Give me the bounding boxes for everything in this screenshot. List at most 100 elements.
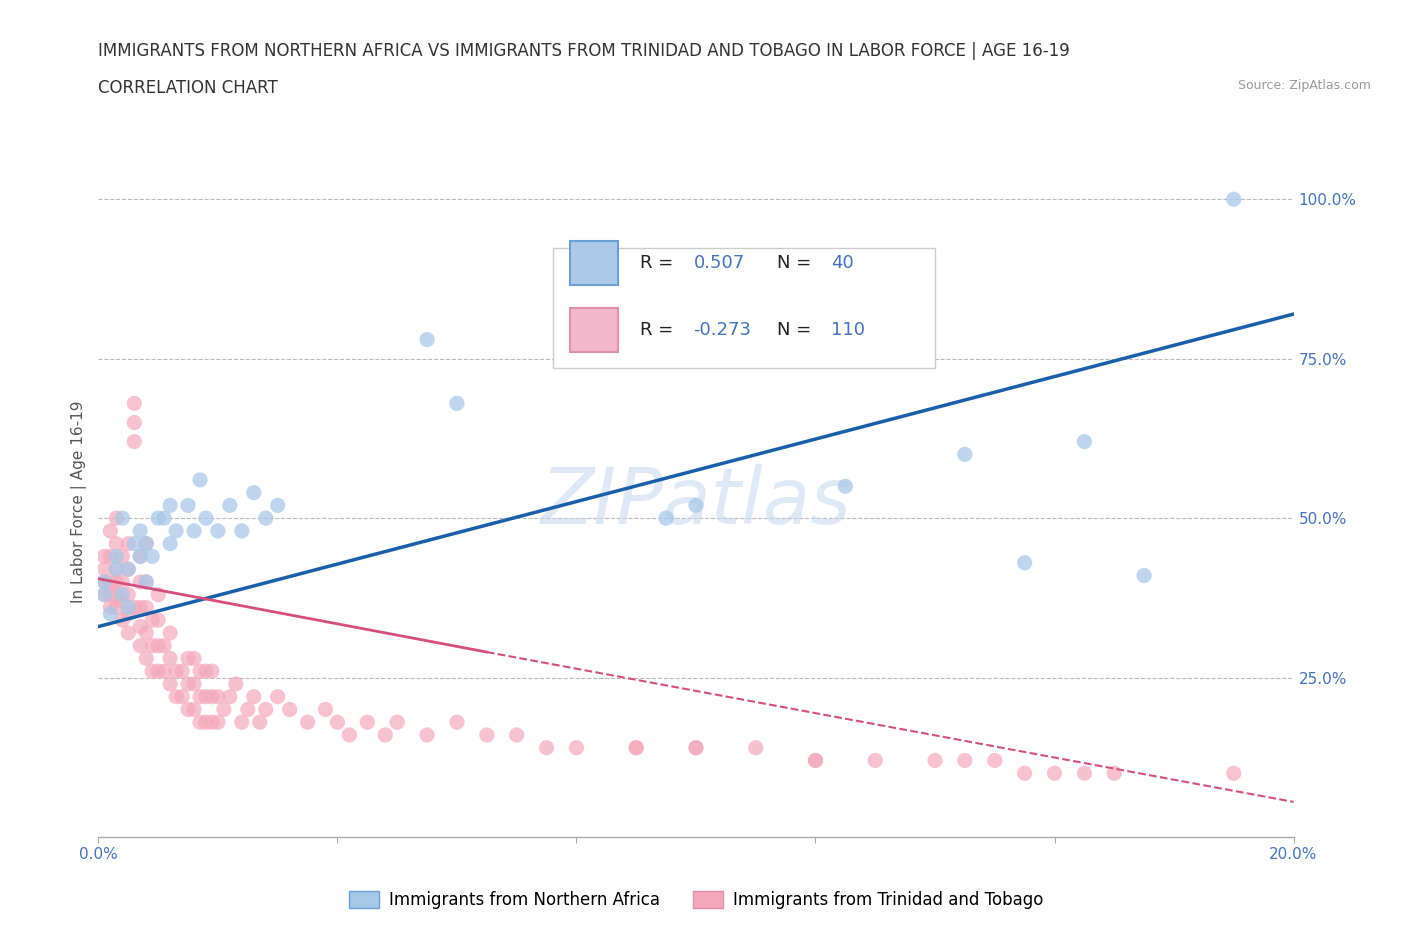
Point — [236, 702, 259, 717]
Point — [834, 479, 856, 494]
Point — [804, 753, 827, 768]
Point — [207, 715, 229, 730]
Point — [135, 651, 157, 666]
Point — [475, 727, 498, 742]
FancyBboxPatch shape — [571, 241, 619, 285]
Point — [98, 587, 122, 602]
Point — [111, 587, 134, 602]
Point — [446, 715, 468, 730]
Point — [159, 626, 181, 641]
Point — [111, 613, 134, 628]
Point — [98, 524, 122, 538]
Point — [172, 664, 194, 679]
Point — [231, 715, 253, 730]
Point — [93, 587, 115, 602]
Text: R =: R = — [640, 254, 679, 272]
Point — [315, 702, 337, 717]
Point — [105, 549, 128, 564]
Point — [105, 511, 128, 525]
Point — [129, 638, 152, 653]
Point — [111, 575, 134, 590]
Point — [117, 606, 139, 621]
Point — [117, 587, 139, 602]
Text: 40: 40 — [831, 254, 853, 272]
Point — [506, 727, 529, 742]
Point — [374, 727, 396, 742]
Point — [953, 753, 976, 768]
Point — [129, 575, 152, 590]
Point — [225, 676, 247, 691]
Text: Source: ZipAtlas.com: Source: ZipAtlas.com — [1237, 79, 1371, 92]
Point — [135, 626, 157, 641]
Point — [129, 600, 152, 615]
Point — [129, 619, 152, 634]
Point — [804, 753, 827, 768]
Point — [177, 676, 200, 691]
Point — [141, 613, 163, 628]
Point — [153, 664, 176, 679]
Point — [93, 562, 115, 577]
Point — [105, 587, 128, 602]
Point — [129, 549, 152, 564]
Point — [148, 587, 170, 602]
Point — [153, 511, 176, 525]
Point — [117, 600, 139, 615]
Point — [685, 740, 707, 755]
Point — [93, 575, 115, 590]
Point — [446, 396, 468, 411]
Point — [111, 549, 134, 564]
Point — [105, 562, 128, 577]
Point — [953, 447, 976, 462]
Point — [924, 753, 946, 768]
Point — [124, 600, 146, 615]
Point — [297, 715, 319, 730]
Point — [141, 638, 163, 653]
Point — [117, 626, 139, 641]
Point — [105, 562, 128, 577]
Point — [1133, 568, 1156, 583]
Point — [148, 638, 170, 653]
Point — [183, 702, 205, 717]
Point — [416, 332, 439, 347]
Point — [1043, 765, 1066, 780]
Point — [117, 562, 139, 577]
FancyBboxPatch shape — [571, 308, 619, 352]
Point — [254, 702, 277, 717]
Point — [165, 524, 187, 538]
Point — [194, 715, 218, 730]
Point — [188, 472, 211, 487]
Point — [536, 740, 558, 755]
Point — [135, 537, 157, 551]
Point — [1223, 765, 1246, 780]
Point — [267, 689, 290, 704]
Point — [1073, 765, 1095, 780]
Point — [159, 498, 181, 512]
Point — [745, 740, 768, 755]
Text: IMMIGRANTS FROM NORTHERN AFRICA VS IMMIGRANTS FROM TRINIDAD AND TOBAGO IN LABOR : IMMIGRANTS FROM NORTHERN AFRICA VS IMMIG… — [98, 42, 1070, 60]
Point — [356, 715, 378, 730]
Point — [339, 727, 360, 742]
Point — [172, 689, 194, 704]
Point — [983, 753, 1005, 768]
Point — [105, 537, 128, 551]
Point — [148, 613, 170, 628]
Point — [105, 600, 128, 615]
Point — [201, 715, 224, 730]
Point — [177, 498, 200, 512]
Point — [165, 664, 187, 679]
Point — [165, 689, 187, 704]
Text: N =: N = — [778, 321, 817, 339]
Point — [188, 715, 211, 730]
Point — [194, 511, 218, 525]
Point — [194, 689, 218, 704]
Point — [326, 715, 349, 730]
Y-axis label: In Labor Force | Age 16-19: In Labor Force | Age 16-19 — [72, 401, 87, 604]
Point — [183, 676, 205, 691]
Point — [201, 689, 224, 704]
Point — [201, 664, 224, 679]
Point — [1014, 555, 1036, 570]
Point — [219, 689, 242, 704]
Point — [177, 702, 200, 717]
Point — [117, 562, 139, 577]
Point — [1223, 192, 1246, 206]
